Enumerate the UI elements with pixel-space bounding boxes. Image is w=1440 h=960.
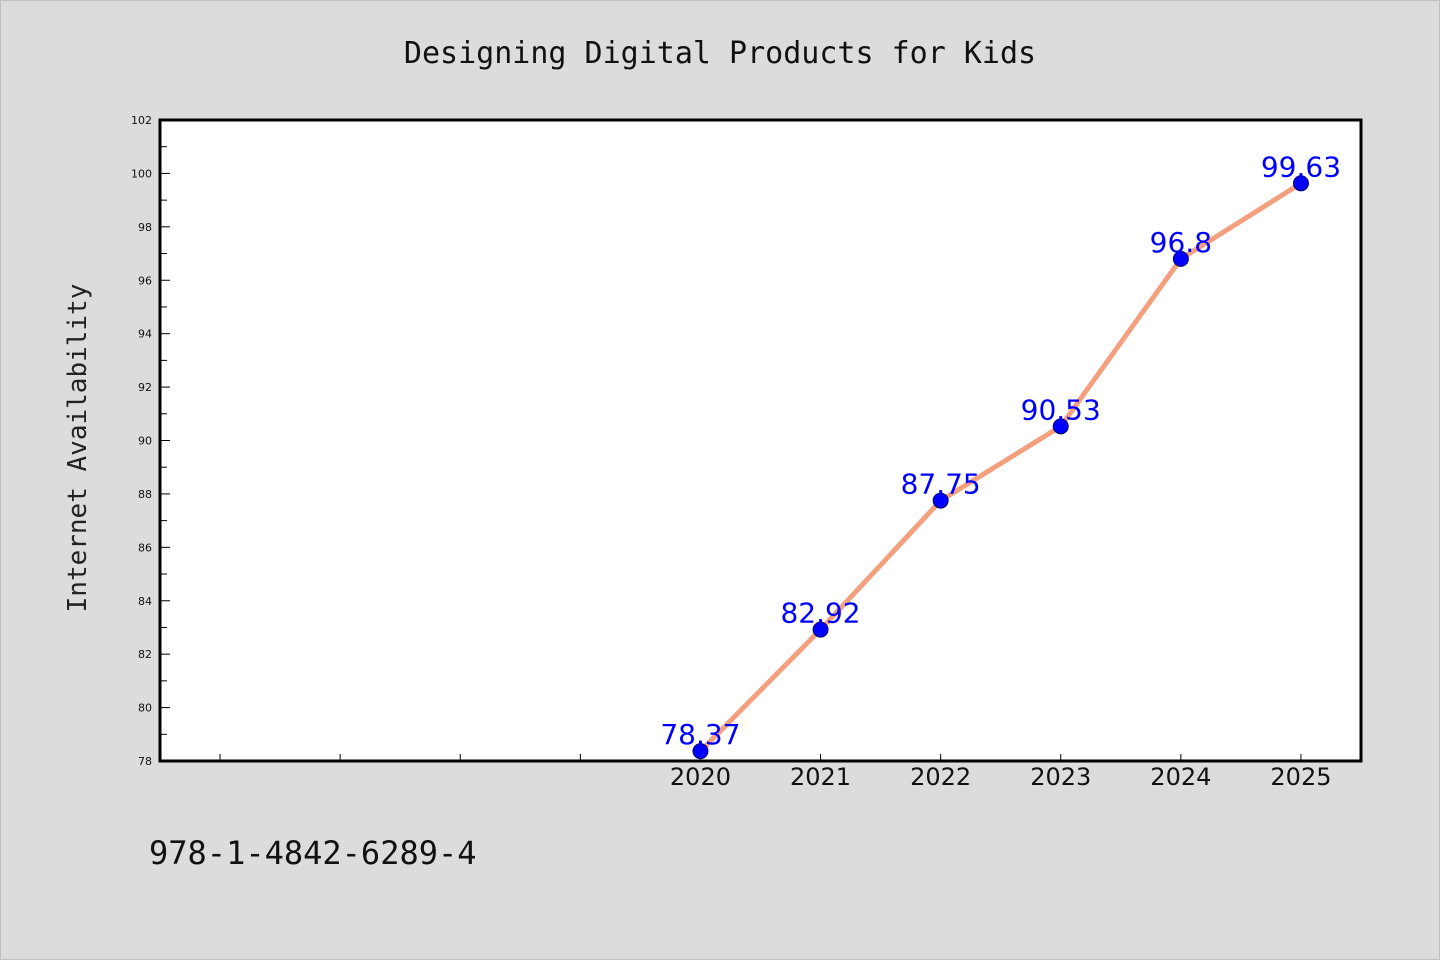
y-tick-label: 94 xyxy=(138,328,152,341)
data-label: 82.92 xyxy=(780,597,860,630)
y-tick-label: 88 xyxy=(138,488,152,501)
plot-area xyxy=(160,120,1361,761)
x-tick-label: 2020 xyxy=(670,763,731,791)
y-tick-label: 100 xyxy=(131,167,152,180)
data-label: 78.37 xyxy=(660,718,740,751)
y-tick-label: 90 xyxy=(138,435,152,448)
x-tick-label: 2021 xyxy=(790,763,851,791)
data-label: 99.63 xyxy=(1261,150,1341,183)
y-tick-label: 92 xyxy=(138,381,152,394)
y-tick-label: 96 xyxy=(138,274,152,287)
x-tick-label: 2024 xyxy=(1150,763,1211,791)
x-tick-label: 2022 xyxy=(910,763,971,791)
data-point xyxy=(1292,175,1309,192)
y-axis: 78 80 82 84 86 88 90 92 94 96 98 100 102 xyxy=(131,114,170,768)
y-axis-label: Internet Availability xyxy=(63,284,93,613)
y-tick-label: 82 xyxy=(138,648,152,661)
series-group: 78.37 82.92 87.75 90.53 96.8 99.63 xyxy=(660,150,1341,760)
y-tick-label: 84 xyxy=(138,595,152,608)
data-point xyxy=(812,621,829,638)
data-point xyxy=(1172,250,1189,267)
data-point xyxy=(932,492,949,509)
plot-frame xyxy=(158,118,1363,763)
data-point xyxy=(1052,418,1069,435)
data-label: 96.8 xyxy=(1150,226,1212,259)
data-label: 87.75 xyxy=(901,468,981,501)
y-tick-label: 86 xyxy=(138,541,152,554)
data-point xyxy=(692,743,709,760)
y-tick-label: 102 xyxy=(131,114,152,127)
isbn-text: 978-1-4842-6289-4 xyxy=(149,834,477,872)
x-axis: 2020 2021 2022 2023 2024 2025 xyxy=(219,754,1331,791)
y-tick-label: 80 xyxy=(138,702,152,715)
x-tick-label: 2023 xyxy=(1030,763,1091,791)
data-label: 90.53 xyxy=(1021,393,1101,426)
series-line xyxy=(698,181,1303,753)
y-tick-label: 98 xyxy=(138,221,152,234)
chart-title: Designing Digital Products for Kids xyxy=(404,36,1036,71)
x-tick-label: 2025 xyxy=(1270,763,1331,791)
y-tick-label: 78 xyxy=(138,755,152,768)
